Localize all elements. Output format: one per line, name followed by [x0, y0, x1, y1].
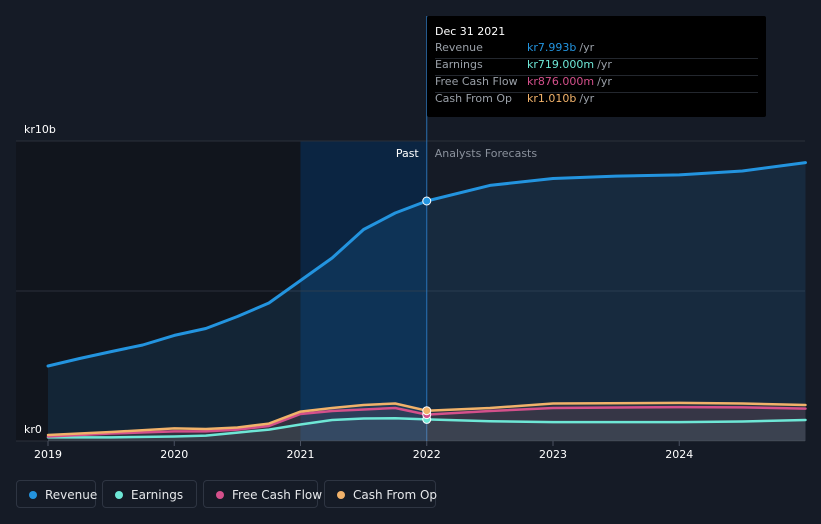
tooltip-row-revenue: Revenue kr7.993b/yr [435, 41, 758, 59]
earnings-area [48, 418, 806, 441]
x-tick-label: 2024 [665, 448, 693, 461]
cash-from-op-highlight-point [422, 406, 432, 416]
tooltip: Dec 31 2021 Revenue kr7.993b/yr Earnings… [427, 16, 766, 117]
x-tick-label: 2021 [287, 448, 315, 461]
legend-dot-icon [337, 491, 345, 499]
legend-dot-icon [29, 491, 37, 499]
earnings-line [46, 416, 807, 439]
tooltip-date: Dec 31 2021 [435, 25, 506, 38]
y-tick-label-top: kr10b [24, 123, 56, 136]
legend-revenue-button[interactable]: Revenue [16, 480, 97, 508]
legend-free-cash-flow-button[interactable]: Free Cash Flow [203, 480, 322, 508]
cash-from-op-line [46, 401, 807, 437]
revenue-area [48, 162, 806, 441]
revenue-highlight-point [422, 196, 432, 206]
x-tick-label: 2023 [539, 448, 567, 461]
legend-dot-icon [115, 491, 123, 499]
legend-cash-from-op-button[interactable]: Cash From Op [324, 480, 437, 508]
legend-earnings-button[interactable]: Earnings [102, 480, 197, 508]
revenue-line [46, 161, 807, 368]
x-tick-label: 2020 [160, 448, 188, 461]
tooltip-row-free-cash-flow: Free Cash Flow kr876.000m/yr [435, 75, 758, 93]
past-label: Past [396, 147, 420, 160]
x-tick-label: 2022 [413, 448, 441, 461]
legend-dot-icon [216, 491, 224, 499]
forecast-label: Analysts Forecasts [435, 147, 538, 160]
x-tick-label: 2019 [34, 448, 62, 461]
y-tick-label-bottom: kr0 [24, 423, 42, 436]
free-cash-flow-line [46, 405, 807, 438]
tooltip-row-earnings: Earnings kr719.000m/yr [435, 58, 758, 76]
tooltip-row-cash-from-op: Cash From Op kr1.010b/yr [435, 92, 595, 105]
